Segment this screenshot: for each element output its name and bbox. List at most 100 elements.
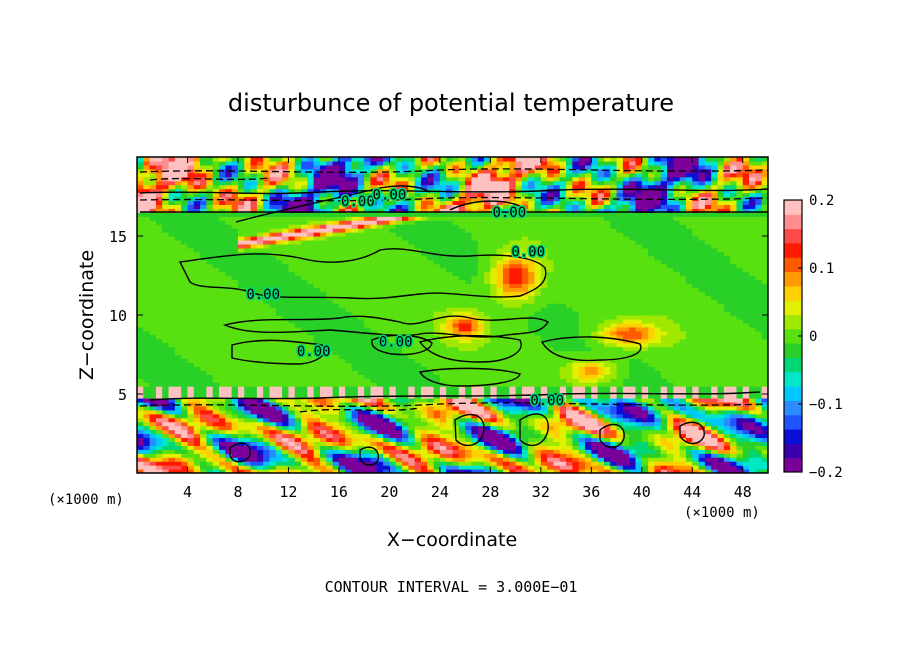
heatmap-cell (307, 429, 315, 435)
heatmap-cell (155, 157, 163, 162)
heatmap-cell (439, 378, 447, 383)
heatmap-cell (149, 465, 157, 470)
heatmap-cell (528, 326, 536, 332)
heatmap-cell (521, 449, 529, 454)
heatmap-cell (168, 303, 176, 308)
heatmap-cell (174, 315, 182, 320)
heatmap-cell (282, 342, 290, 348)
heatmap-cell (427, 386, 435, 391)
heatmap-cell (155, 417, 163, 423)
heatmap-cell (231, 216, 239, 221)
heatmap-cell (294, 330, 302, 336)
heatmap-cell (471, 405, 479, 411)
heatmap-cell (162, 354, 170, 360)
heatmap-cell (237, 342, 245, 348)
heatmap-cell (206, 405, 214, 411)
heatmap-cell (357, 224, 365, 229)
heatmap-cell (263, 318, 271, 324)
heatmap-cell (256, 243, 264, 249)
heatmap-cell (231, 157, 239, 162)
heatmap-cell (206, 188, 214, 194)
heatmap-cell (219, 366, 226, 371)
heatmap-cell (288, 236, 296, 241)
heatmap-cell (420, 232, 428, 237)
heatmap-cell (206, 437, 214, 442)
heatmap-cell (420, 212, 428, 217)
heatmap-cell (345, 465, 353, 470)
heatmap-cell (168, 188, 176, 194)
heatmap-cell (269, 354, 277, 360)
heatmap-cell (452, 465, 460, 470)
heatmap-cell (155, 382, 163, 387)
heatmap-cell (351, 243, 359, 249)
heatmap-cell (383, 366, 390, 371)
heatmap-cell (143, 176, 151, 182)
heatmap-cell (439, 267, 447, 273)
heatmap-cell (282, 465, 290, 470)
heatmap-cell (294, 437, 302, 442)
heatmap-cell (168, 469, 176, 473)
heatmap-cell (301, 212, 308, 217)
heatmap-cell (275, 366, 283, 371)
heatmap-cell (408, 160, 416, 166)
heatmap-cell (528, 469, 536, 473)
heatmap-cell (319, 338, 327, 344)
heatmap-cell (383, 362, 390, 367)
heatmap-cell (162, 283, 170, 288)
heatmap-cell (351, 318, 359, 324)
heatmap-cell (496, 247, 504, 253)
heatmap-cell (477, 228, 485, 233)
heatmap-cell (458, 176, 466, 182)
heatmap-cell (332, 417, 340, 423)
heatmap-cell (263, 279, 271, 284)
heatmap-cell (357, 421, 365, 427)
heatmap-cell (231, 429, 239, 435)
heatmap-cell (439, 322, 447, 328)
heatmap-cell (225, 382, 233, 387)
heatmap-cell (181, 164, 189, 170)
heatmap-cell (471, 299, 479, 304)
heatmap-cell (294, 441, 302, 446)
heatmap-cell (294, 382, 302, 387)
heatmap-cell (402, 196, 409, 202)
heatmap-cell (528, 366, 536, 371)
heatmap-cell (351, 212, 359, 217)
heatmap-cell (490, 322, 498, 328)
heatmap-cell (345, 469, 353, 473)
heatmap-cell (206, 220, 214, 225)
heatmap-cell (370, 283, 378, 288)
heatmap-cell (193, 421, 201, 427)
heatmap-cell (458, 322, 466, 328)
heatmap-cell (345, 322, 353, 328)
heatmap-cell (231, 160, 239, 166)
heatmap-cell (458, 390, 466, 395)
heatmap-cell (496, 157, 504, 162)
heatmap-cell (433, 350, 441, 356)
heatmap-cell (383, 429, 390, 435)
heatmap-cell (143, 263, 151, 269)
heatmap-cell (408, 279, 416, 284)
heatmap-cell (301, 200, 308, 205)
heatmap-cell (490, 413, 498, 419)
heatmap-cell (269, 263, 277, 269)
heatmap-cell (402, 405, 409, 411)
heatmap-cell (420, 358, 428, 363)
heatmap-cell (225, 196, 233, 202)
heatmap-cell (237, 465, 245, 470)
heatmap-cell (439, 326, 447, 332)
heatmap-cell (477, 208, 485, 213)
heatmap-cell (364, 168, 372, 174)
heatmap-cell (263, 374, 271, 379)
heatmap-cell (307, 224, 315, 229)
heatmap-cell (149, 322, 157, 328)
heatmap-cell (193, 350, 201, 356)
heatmap-cell (181, 255, 189, 261)
heatmap-cell (313, 172, 321, 178)
heatmap-cell (193, 236, 201, 241)
heatmap-cell (162, 271, 170, 277)
heatmap-cell (200, 251, 208, 257)
heatmap-cell (465, 417, 473, 423)
heatmap-cell (414, 259, 422, 265)
heatmap-cell (357, 275, 365, 281)
heatmap-cell (357, 176, 365, 182)
